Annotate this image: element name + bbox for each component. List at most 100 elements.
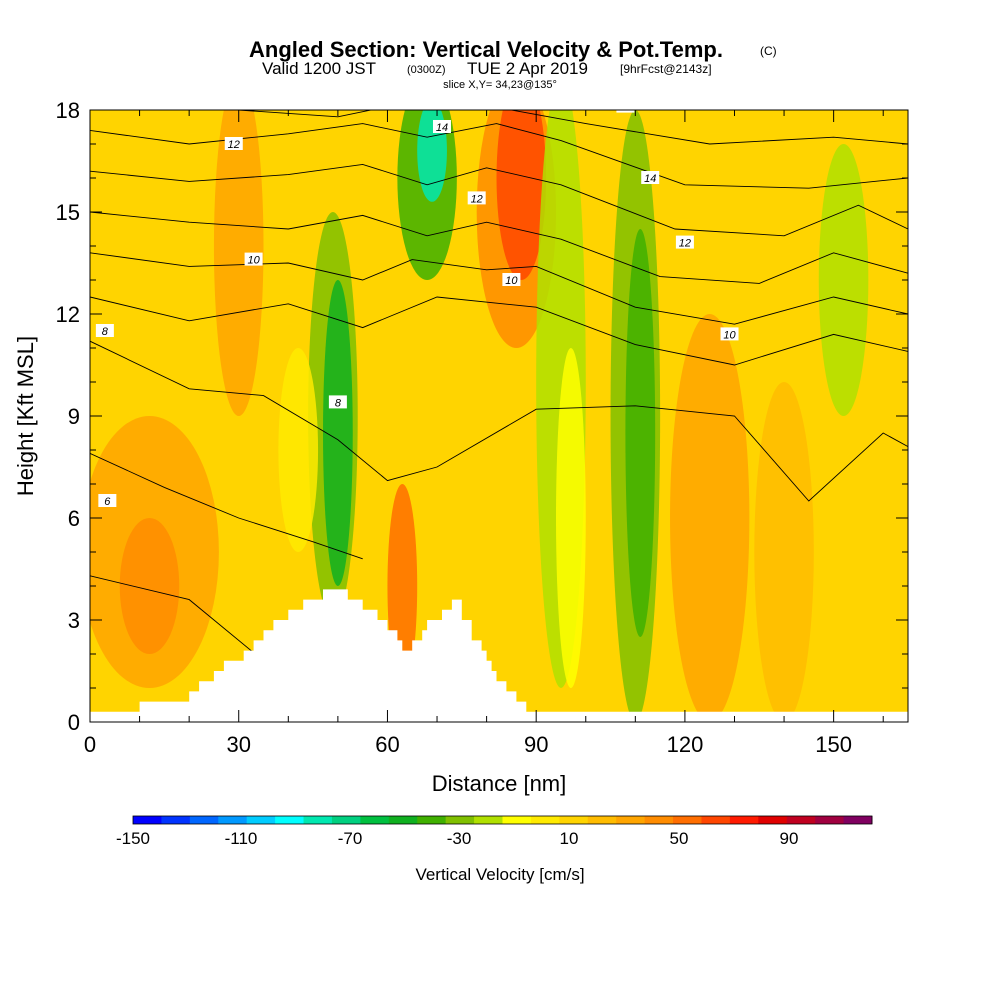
isentrope-label-box [95, 324, 114, 337]
colorbar-label: -110 [225, 829, 258, 848]
forecast-info: [9hrFcst@2143z] [620, 62, 712, 76]
colorbar-swatch [189, 816, 219, 824]
colorbar-swatch [360, 816, 390, 824]
colorbar-swatch [587, 816, 617, 824]
isentrope-label: 8 [95, 324, 114, 338]
isentrope-label-text: 12 [228, 139, 240, 151]
isentrope-line [90, 452, 363, 560]
colorbar-swatch [161, 816, 191, 824]
velocity-region [818, 144, 869, 416]
valid-date: TUE 2 Apr 2019 [467, 59, 588, 78]
colorbar-swatch [530, 816, 560, 824]
chart-title-units: (C) [760, 44, 777, 58]
slice-info: slice X,Y= 34,23@135° [443, 79, 557, 91]
isentrope-label-text: 8 [102, 326, 109, 338]
x-tick-label: 60 [375, 732, 399, 757]
colorbar-swatch [729, 816, 759, 824]
isentrope-label-text: 10 [247, 255, 260, 267]
colorbar-label: 50 [670, 829, 689, 848]
velocity-region [417, 110, 447, 202]
isentrope-label-box [328, 395, 347, 409]
isentrope-label-box [720, 327, 739, 341]
colorbar-label: -30 [447, 829, 472, 848]
isentrope-label-box [616, 110, 635, 113]
isentrope-label: 12 [467, 191, 486, 205]
colorbar-swatch [673, 816, 702, 824]
valid-line: Valid 1200 JST (0300Z) TUE 2 Apr 2019 [9… [262, 59, 712, 78]
velocity-region [323, 280, 353, 586]
isentrope-label-text: 16 [619, 102, 632, 114]
colorbar-label: -70 [338, 829, 363, 848]
colorbar-swatch [701, 816, 731, 824]
isentrope-line [90, 575, 264, 662]
y-tick-label: 18 [56, 98, 80, 123]
y-tick-label: 9 [68, 404, 80, 429]
x-tick-label: 120 [667, 732, 704, 757]
isentrope-label: 8 [328, 395, 347, 409]
colorbar-swatch [616, 816, 646, 824]
x-axis-label: Distance [nm] [432, 771, 567, 796]
isentrope-label-box [502, 273, 521, 286]
colorbar-swatch [133, 816, 162, 824]
y-tick-labels: 0 3 6 9 12 15 18 [56, 98, 80, 735]
colorbar-swatch [246, 816, 276, 824]
isentrope-label: 14 [641, 171, 660, 185]
isentrope-line [90, 211, 908, 284]
y-tick-label: 0 [68, 710, 80, 735]
isentrope-label-text: 14 [436, 122, 448, 134]
valid-time: Valid 1200 JST [262, 59, 376, 78]
isentrope-line [90, 163, 908, 237]
isentrope-label-box [432, 120, 451, 133]
velocity-region [496, 110, 547, 280]
colorbar-swatch [331, 816, 361, 824]
isentrope-label: 6 [98, 494, 117, 508]
colorbar-swatch [815, 816, 845, 824]
x-tick-label: 30 [226, 732, 250, 757]
colorbar-swatch [218, 816, 248, 824]
y-tick-label: 3 [68, 608, 80, 633]
isentrope-label-text: 6 [104, 496, 111, 508]
isentrope-label-text: 14 [644, 173, 656, 185]
colorbar-swatch [303, 816, 333, 824]
colorbar-label: 90 [780, 829, 799, 848]
isentrope-line [90, 340, 908, 502]
axis-ticks [89, 109, 908, 723]
isentrope-label-text: 10 [723, 329, 736, 341]
colorbar-swatch [758, 816, 788, 824]
colorbar-swatch [843, 816, 873, 824]
isentrope-line [90, 296, 908, 366]
velocity-region [119, 518, 180, 654]
colorbar-swatch [275, 816, 305, 824]
colorbar-swatch [502, 816, 532, 824]
colorbar-swatch [417, 816, 447, 824]
isentrope-label: 14 [432, 120, 451, 134]
velocity-field [90, 110, 869, 722]
isentrope-label-box [641, 171, 660, 184]
colorbar-swatch [445, 816, 475, 824]
velocity-region [670, 314, 750, 722]
isentrope-label: 16 [616, 102, 635, 114]
x-tick-label: 90 [524, 732, 548, 757]
isentrope-label-box [98, 494, 117, 507]
terrain [90, 589, 908, 722]
valid-zulu: (0300Z) [407, 64, 446, 76]
velocity-region [556, 348, 586, 688]
isentrope-label-text: 12 [471, 193, 483, 205]
colorbar [132, 815, 873, 825]
isentrope-label-box [244, 252, 263, 266]
x-tick-label: 0 [84, 732, 96, 757]
velocity-region [278, 348, 319, 552]
colorbar-swatch [786, 816, 816, 824]
colorbar-swatch [644, 816, 674, 824]
isentrope-label-text: 10 [505, 275, 518, 287]
x-tick-label: 150 [815, 732, 852, 757]
colorbar-swatch [559, 816, 589, 824]
isentrope-label-box [467, 191, 486, 205]
isentrope-line [238, 110, 908, 145]
isentrope-label-text: 8 [335, 397, 342, 409]
isentrope-label: 10 [244, 252, 263, 267]
colorbar-label: -150 [116, 829, 150, 848]
